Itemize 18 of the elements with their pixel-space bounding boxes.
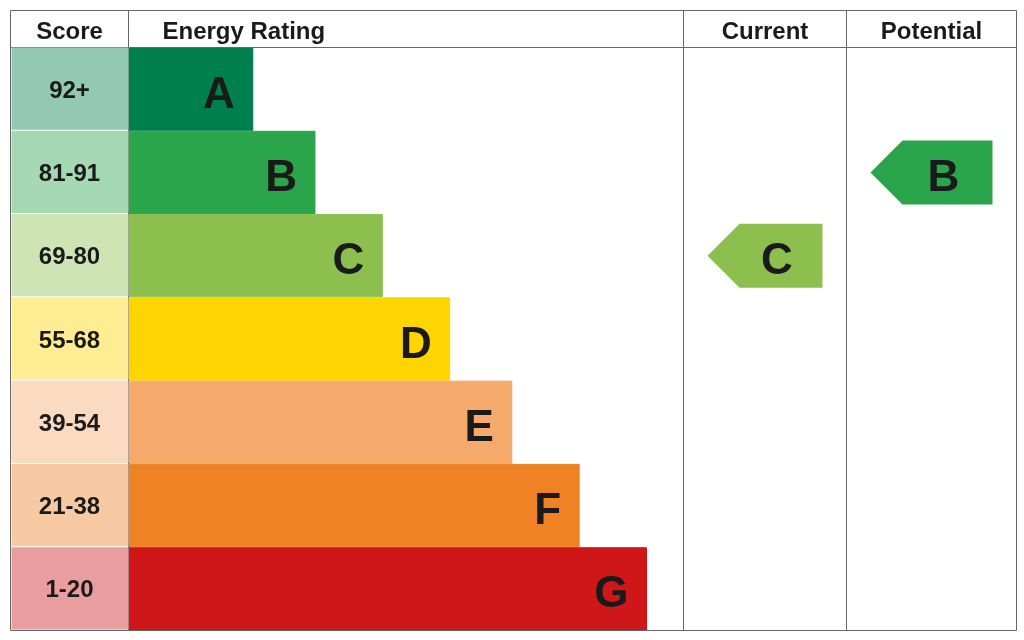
text: B xyxy=(927,150,960,200)
y-tick-label: G xyxy=(594,567,629,617)
text: 92+ xyxy=(49,75,90,103)
text: Potential xyxy=(880,16,983,44)
y-tick-label: E xyxy=(464,400,494,450)
text: 55-68 xyxy=(38,325,101,353)
text: 21-38 xyxy=(38,492,101,520)
y-tick-label: D xyxy=(399,317,432,367)
text: C xyxy=(761,234,793,284)
text: Current xyxy=(721,16,809,44)
text: 1-20 xyxy=(45,575,94,603)
text: 81-91 xyxy=(38,158,101,186)
text: Score xyxy=(36,16,103,44)
y-tick-label: A xyxy=(203,67,235,117)
text: 69-80 xyxy=(38,242,101,270)
annotation: Energy Rating xyxy=(162,16,326,44)
y-tick-label: F xyxy=(534,484,562,534)
text: 39-54 xyxy=(38,408,101,436)
